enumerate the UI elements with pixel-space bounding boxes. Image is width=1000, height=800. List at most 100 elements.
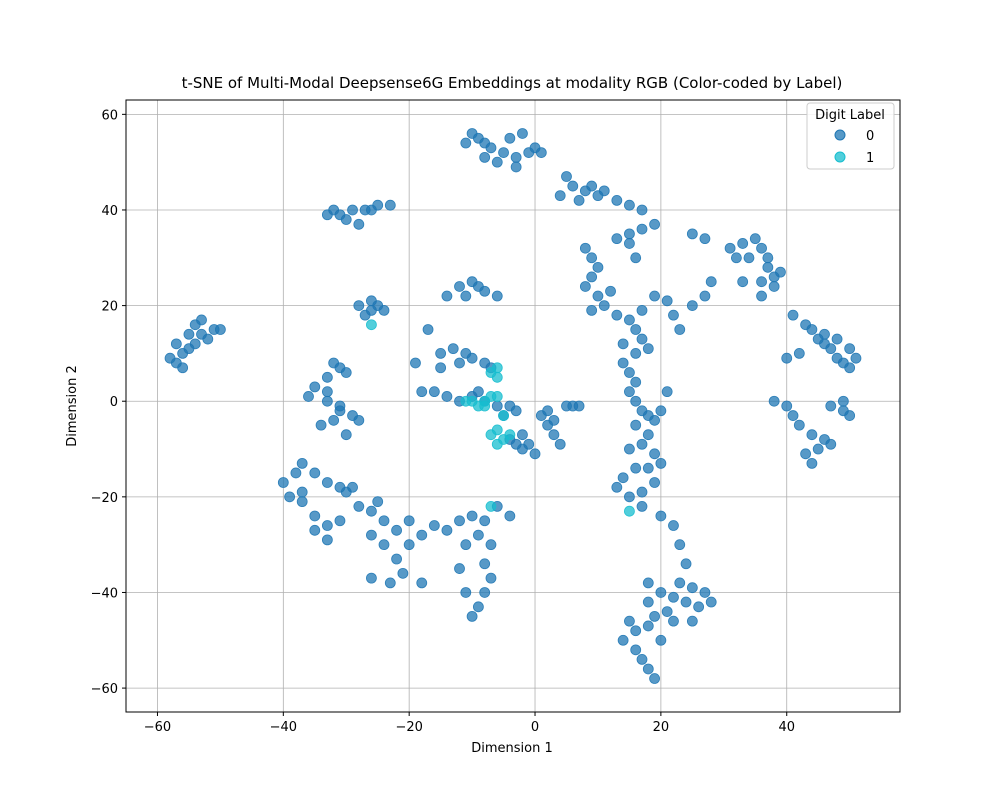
scatter-point-label-0 — [328, 204, 340, 216]
scatter-point-label-0 — [416, 386, 428, 398]
scatter-point-label-0 — [680, 558, 692, 570]
scatter-point-label-0 — [768, 281, 780, 292]
scatter-point-label-0 — [353, 501, 365, 512]
scatter-point-label-0 — [586, 252, 598, 264]
x-tick-label: 40 — [778, 720, 795, 735]
scatter-point-label-0 — [428, 386, 440, 398]
scatter-point-label-0 — [624, 443, 635, 455]
scatter-point-label-0 — [825, 438, 837, 450]
scatter-point-label-0 — [454, 357, 465, 369]
scatter-point-label-0 — [642, 577, 654, 589]
scatter-point-label-0 — [630, 376, 642, 388]
scatter-point-label-0 — [340, 214, 352, 225]
scatter-point-label-0 — [472, 281, 484, 292]
scatter-point-label-0 — [674, 577, 686, 589]
legend: Digit Label 0 1 — [806, 102, 895, 170]
scatter-point-label-0 — [624, 314, 635, 326]
scatter-point-label-0 — [674, 324, 686, 335]
scatter-point-label-0 — [630, 462, 642, 474]
scatter-point-label-0 — [819, 328, 830, 340]
scatter-point-label-0 — [290, 467, 302, 479]
scatter-point-label-0 — [328, 414, 340, 426]
scatter-point-label-0 — [617, 472, 629, 484]
x-tick-label: −60 — [144, 720, 171, 735]
scatter-point-label-0 — [309, 467, 321, 479]
scatter-point-label-0 — [573, 400, 585, 412]
scatter-point-label-0 — [378, 304, 390, 316]
y-tick-label: −20 — [91, 491, 118, 506]
scatter-point-label-0 — [668, 591, 679, 603]
axis-ticks: −60 −40 −20 0 20 40 −60 −40 −20 0 20 40 60 — [91, 108, 795, 735]
scatter-points — [164, 128, 862, 684]
scatter-point-label-0 — [485, 539, 497, 551]
series-0-points — [164, 128, 862, 684]
scatter-point-label-0 — [504, 132, 516, 144]
scatter-point-label-0 — [164, 352, 176, 364]
scatter-point-label-0 — [296, 486, 308, 498]
legend-entry-0: 0 — [866, 129, 874, 144]
scatter-point-label-0 — [686, 615, 698, 627]
scatter-point-label-0 — [806, 457, 818, 469]
scatter-point-label-0 — [630, 324, 642, 335]
scatter-point-label-0 — [309, 524, 321, 536]
scatter-point-label-0 — [510, 161, 522, 173]
scatter-point-label-0 — [479, 151, 491, 163]
scatter-point-label-0 — [491, 400, 503, 412]
scatter-point-label-0 — [460, 137, 472, 149]
scatter-point-label-0 — [460, 290, 472, 302]
scatter-point-label-1 — [491, 438, 503, 450]
scatter-point-label-0 — [485, 142, 497, 154]
scatter-point-label-1 — [624, 505, 635, 517]
scatter-point-label-0 — [372, 496, 384, 508]
scatter-point-label-0 — [636, 486, 648, 498]
scatter-point-label-0 — [491, 290, 503, 302]
scatter-point-label-0 — [636, 333, 648, 345]
scatter-point-label-0 — [850, 352, 862, 364]
scatter-point-label-0 — [624, 491, 635, 503]
scatter-point-label-0 — [680, 596, 692, 608]
scatter-point-label-0 — [315, 419, 327, 431]
scatter-point-label-0 — [321, 386, 333, 398]
scatter-point-label-0 — [321, 395, 333, 407]
scatter-point-label-0 — [397, 567, 409, 579]
scatter-point-label-0 — [642, 620, 654, 632]
scatter-point-label-0 — [214, 324, 226, 335]
scatter-point-label-0 — [668, 309, 679, 321]
scatter-point-label-0 — [674, 539, 686, 551]
scatter-point-label-0 — [334, 400, 346, 412]
scatter-point-label-0 — [170, 338, 182, 350]
scatter-point-label-0 — [353, 218, 365, 230]
scatter-point-label-0 — [353, 300, 365, 311]
scatter-point-label-0 — [630, 348, 642, 359]
scatter-point-label-0 — [636, 654, 648, 665]
scatter-point-label-0 — [441, 391, 453, 402]
scatter-point-label-0 — [762, 252, 774, 264]
scatter-point-label-0 — [510, 405, 522, 417]
scatter-point-label-0 — [366, 204, 377, 216]
scatter-point-label-0 — [554, 438, 566, 450]
scatter-point-label-0 — [668, 520, 679, 531]
scatter-point-label-0 — [454, 281, 465, 292]
scatter-point-label-0 — [793, 348, 805, 359]
scatter-point-label-0 — [705, 276, 717, 288]
scatter-point-label-0 — [617, 357, 629, 369]
y-tick-label: −60 — [91, 682, 118, 697]
y-tick-label: 20 — [101, 300, 118, 315]
scatter-point-label-1 — [491, 391, 503, 402]
scatter-point-label-0 — [284, 491, 296, 503]
scatter-point-label-0 — [837, 395, 849, 407]
scatter-point-label-0 — [636, 204, 648, 216]
x-tick-label: −40 — [270, 720, 297, 735]
scatter-point-label-0 — [775, 266, 786, 278]
scatter-point-label-0 — [340, 367, 352, 378]
scatter-point-label-0 — [636, 438, 648, 450]
scatter-point-label-0 — [624, 228, 635, 240]
scatter-point-label-0 — [391, 553, 402, 565]
x-tick-label: −20 — [395, 720, 422, 735]
scatter-point-label-0 — [586, 180, 598, 192]
scatter-point-label-0 — [196, 314, 207, 326]
scatter-point-label-0 — [366, 505, 377, 517]
scatter-point-label-0 — [655, 510, 667, 522]
scatter-point-label-0 — [661, 606, 673, 617]
